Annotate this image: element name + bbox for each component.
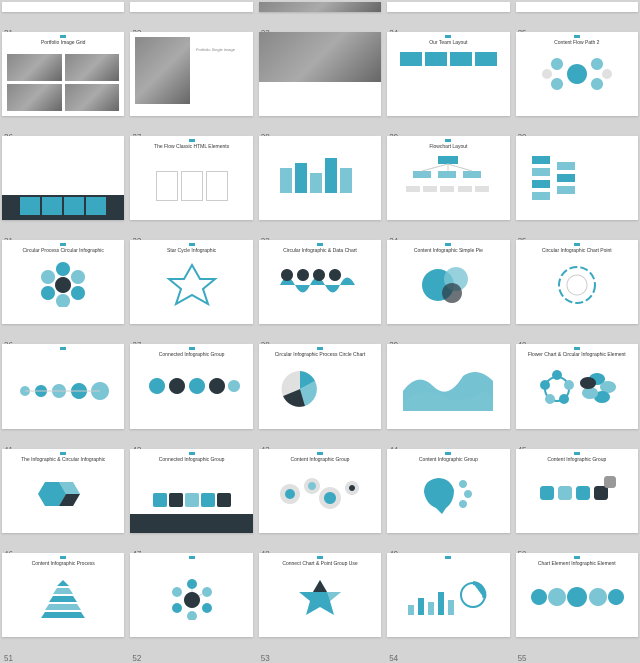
slide-title: Connect Chart & Point Group Use (259, 561, 381, 567)
slide-title: Content Infographic Process (2, 561, 124, 567)
slide-cell[interactable]: 52 (130, 553, 252, 651)
slide-cell[interactable]: 41 (2, 344, 124, 442)
slide-title: Circular Infographic & Data Chart (259, 248, 381, 254)
slide-cell[interactable]: 33 (259, 136, 381, 234)
slide-cell[interactable]: 44 (387, 344, 509, 442)
slide-cell[interactable]: Circular Infographic Chart Point40 (516, 240, 638, 338)
slide-cell[interactable]: 28 (259, 32, 381, 130)
slide-title: Portfolio Single Image (196, 47, 245, 52)
slide-cell[interactable]: Connected Infographic Group42 (130, 344, 252, 442)
slide-cell[interactable]: Circular Infographic Process Circle Char… (259, 344, 381, 442)
slide-number: 54 (389, 654, 398, 663)
slide-cell[interactable]: Portfolio Single Image27 (130, 32, 252, 130)
slide-cell[interactable]: 25 (516, 2, 638, 26)
slide-cell[interactable]: Content Infographic Group48 (259, 449, 381, 547)
slide-title: Chart Element Infographic Element (516, 561, 638, 567)
slide-title: Star Cycle Infographic (130, 248, 252, 254)
slide-cell[interactable]: Chart Element Infographic Element55 (516, 553, 638, 651)
slide-cell[interactable]: 23 (259, 2, 381, 26)
slide-title: Content Infographic Group (259, 457, 381, 463)
slide-number: 52 (132, 654, 141, 663)
slide-title: Content Infographic Group (516, 457, 638, 463)
slide-title: Content Infographic Group (387, 457, 509, 463)
slide-number: 55 (518, 654, 527, 663)
slide-cell[interactable]: Circular Infographic & Data Chart38 (259, 240, 381, 338)
slide-cell[interactable]: Content Infographic Group50 (516, 449, 638, 547)
slide-cell[interactable]: Content Flow Path 230 (516, 32, 638, 130)
slide-title: The Flow Classic HTML Elements (130, 144, 252, 150)
slide-cell[interactable]: 24 (387, 2, 509, 26)
slide-title: The Infographic & Circular Infographic (2, 457, 124, 463)
slide-cell[interactable]: Content Infographic Group49 (387, 449, 509, 547)
slide-cell[interactable]: Content Infographic Simple Pie39 (387, 240, 509, 338)
slide-cell[interactable]: The Flow Classic HTML Elements32 (130, 136, 252, 234)
slide-title: Circular Process Circular Infographic (2, 248, 124, 254)
slide-cell[interactable]: Flower Chart & Circular Infographic Elem… (516, 344, 638, 442)
slide-title: Circular Infographic Chart Point (516, 248, 638, 254)
slide-cell[interactable]: Star Cycle Infographic37 (130, 240, 252, 338)
slide-cell[interactable]: Connected Infographic Group47 (130, 449, 252, 547)
slide-title: Flower Chart & Circular Infographic Elem… (516, 352, 638, 358)
slide-cell[interactable]: 31 (2, 136, 124, 234)
slide-number: 51 (4, 654, 13, 663)
slide-title: Our Team Layout (387, 40, 509, 46)
slide-cell[interactable]: Content Infographic Process51 (2, 553, 124, 651)
slide-title: Circular Infographic Process Circle Char… (259, 352, 381, 358)
slide-cell[interactable]: 54 (387, 553, 509, 651)
slide-title: Portfolio Image Grid (2, 40, 124, 46)
slide-cell[interactable]: 22 (130, 2, 252, 26)
slide-cell[interactable]: Portfolio Image Grid26 (2, 32, 124, 130)
slide-grid: 21 22 23 24 25 Portfolio Image Grid26 Po… (2, 2, 638, 651)
slide-title: Content Flow Path 2 (516, 40, 638, 46)
slide-title: Flowchart Layout (387, 144, 509, 150)
slide-cell[interactable]: The Infographic & Circular Infographic46 (2, 449, 124, 547)
slide-title: Connected Infographic Group (130, 352, 252, 358)
slide-title: Connected Infographic Group (130, 457, 252, 463)
slide-title: Content Infographic Simple Pie (387, 248, 509, 254)
slide-cell[interactable]: 21 (2, 2, 124, 26)
slide-cell[interactable]: Flowchart Layout34 (387, 136, 509, 234)
slide-cell[interactable]: Circular Process Circular Infographic36 (2, 240, 124, 338)
slide-cell[interactable]: Connect Chart & Point Group Use53 (259, 553, 381, 651)
slide-cell[interactable]: 35 (516, 136, 638, 234)
slide-number: 53 (261, 654, 270, 663)
slide-cell[interactable]: Our Team Layout29 (387, 32, 509, 130)
